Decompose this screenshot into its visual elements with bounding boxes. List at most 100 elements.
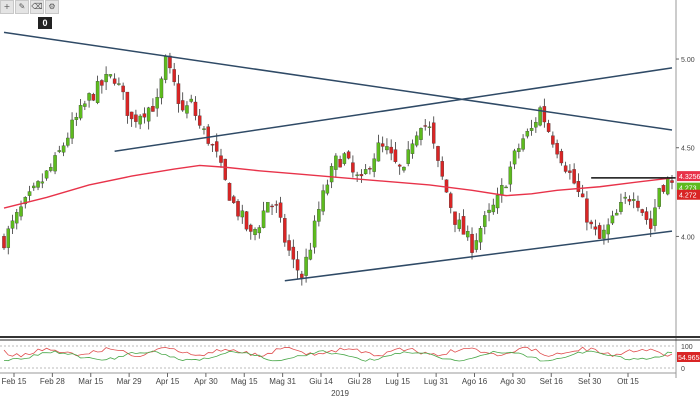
candle-body <box>151 106 155 112</box>
candle-body <box>640 209 644 213</box>
candle-body <box>665 178 670 195</box>
candle-body <box>359 174 364 177</box>
time-axis: Feb 15 Feb 28 Mar 15 Mar 29 Apr 15 Apr 30 Mag … <box>0 372 676 398</box>
settings-icon[interactable]: ⚙ <box>45 0 59 14</box>
price-tag-level <box>677 182 700 193</box>
candle-body <box>146 107 151 122</box>
candle-body <box>457 219 462 229</box>
candle-body <box>57 150 62 152</box>
candle-body <box>108 74 113 77</box>
candle-body <box>393 149 398 162</box>
candle-body <box>363 169 368 175</box>
candle-body <box>397 164 402 167</box>
price-tag-label-ma: 4.3256 <box>679 174 700 181</box>
candle-body <box>410 143 415 154</box>
candle-body <box>202 128 206 130</box>
candle-body <box>15 212 19 224</box>
candle-body <box>525 131 530 137</box>
candle-body <box>168 55 172 69</box>
candle-body <box>189 98 193 102</box>
candle-body <box>368 168 372 170</box>
candle-body <box>572 169 576 184</box>
candle-body <box>300 273 304 278</box>
candle-body <box>249 224 253 232</box>
counter-badge[interactable]: 0 <box>38 17 52 29</box>
candle-body <box>521 138 525 150</box>
moving-average-line <box>3 164 673 209</box>
candle-body <box>317 209 321 222</box>
candle-body <box>648 218 653 229</box>
candle-body <box>53 155 57 172</box>
candle-body <box>121 85 125 93</box>
candle-body <box>517 148 521 152</box>
candle-body <box>419 128 423 140</box>
candle-body <box>440 161 444 177</box>
candle-body <box>227 182 232 201</box>
candle-body <box>95 81 100 103</box>
candle-body <box>614 212 619 216</box>
candle-body <box>449 193 453 208</box>
time-tick-label: Mag 15 <box>231 377 258 386</box>
candle-body <box>104 74 108 83</box>
candle-body <box>142 113 147 118</box>
candle-body <box>266 202 270 213</box>
candle-body <box>134 114 138 122</box>
time-tick-label: Lug 31 <box>424 377 449 386</box>
candle-body <box>240 210 245 218</box>
candle-body <box>376 142 381 162</box>
candle-body <box>87 93 91 101</box>
candle-body <box>644 211 649 220</box>
oscillator-panel: 100 0 54.9658 <box>0 344 700 373</box>
candle-body <box>36 181 40 188</box>
candle-body <box>308 249 313 260</box>
candle-body <box>223 158 227 180</box>
candle-body <box>66 137 70 146</box>
trendline <box>114 67 673 153</box>
candle-body <box>444 179 449 193</box>
trendline <box>3 31 673 131</box>
price-tag-label-last: 4.272 <box>679 193 697 200</box>
time-tick-label: Lug 15 <box>386 377 411 386</box>
candle-body <box>253 229 257 236</box>
osc-value-tag <box>677 352 700 362</box>
candle-body <box>461 216 466 235</box>
candle-body <box>542 106 547 123</box>
eraser-icon[interactable]: ⌫ <box>30 0 44 14</box>
candle-body <box>661 185 666 192</box>
candle-body <box>406 149 410 164</box>
osc-tick-label: 0 <box>681 366 685 373</box>
candle-body <box>495 194 500 209</box>
time-tick-label: Mag 31 <box>269 377 296 386</box>
candle-body <box>172 69 176 83</box>
candle-body <box>580 193 585 198</box>
candle-body <box>40 181 45 184</box>
candle-body <box>436 146 440 161</box>
osc-line-slow <box>3 350 673 362</box>
candle-body <box>2 236 6 249</box>
year-label: 2019 <box>331 389 349 398</box>
candle-body <box>44 170 49 179</box>
time-tick-label: Apr 30 <box>194 377 218 386</box>
candle-body <box>585 198 589 223</box>
candle-body <box>546 123 551 132</box>
candle-body <box>508 166 513 185</box>
add-icon[interactable]: + <box>0 0 14 14</box>
candle-body <box>180 100 185 111</box>
candle-body <box>125 91 130 116</box>
time-tick-label: Ago 16 <box>462 377 488 386</box>
osc-tick-label: 100 <box>681 344 693 351</box>
drawing-toolbar: + ✎ ⌫ ⚙ <box>0 0 59 14</box>
candle-body <box>597 225 602 239</box>
candle-body <box>576 181 581 193</box>
candle-body <box>61 145 66 153</box>
candle-body <box>270 205 274 208</box>
candle-body <box>414 135 419 146</box>
candle-body <box>112 78 117 84</box>
pencil-icon[interactable]: ✎ <box>15 0 29 14</box>
candle-body <box>453 211 457 225</box>
candle-body <box>610 215 615 224</box>
candle-body <box>351 162 355 173</box>
candle-body <box>623 196 627 199</box>
candle-body <box>483 215 487 227</box>
